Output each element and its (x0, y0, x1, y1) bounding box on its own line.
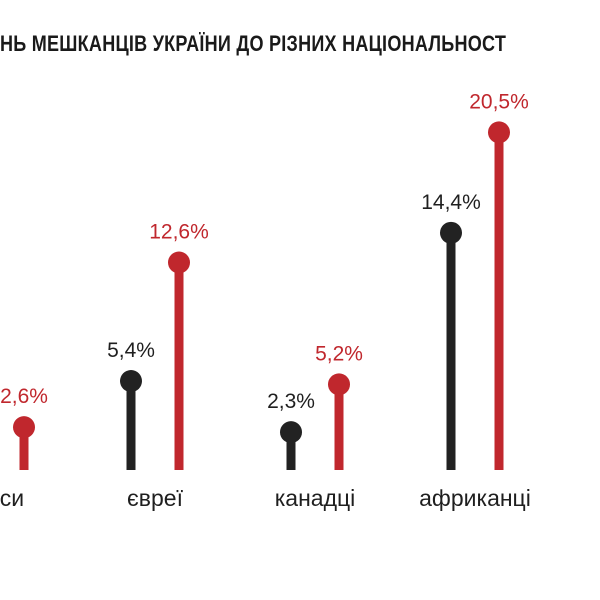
category-label: руси (0, 485, 24, 511)
lollipop-dot (280, 421, 302, 444)
lollipop-stem (286, 432, 296, 470)
data-label: 14,4% (421, 191, 481, 214)
data-label: 2,6% (0, 385, 48, 408)
data-label: 12,6% (149, 220, 209, 243)
lollipop-stem (494, 132, 504, 471)
lollipop-stem (19, 427, 29, 470)
lollipop-stem (126, 381, 136, 470)
category-label: євреї (127, 485, 184, 511)
lollipop-dot (120, 370, 142, 393)
lollipop-dot (488, 121, 510, 144)
data-label: 5,2% (315, 342, 363, 365)
lollipop-dot (440, 221, 462, 244)
lollipop-stem (174, 262, 184, 470)
category-label: канадці (275, 485, 356, 511)
data-label: 5,4% (107, 339, 155, 362)
category-label: африканці (419, 485, 531, 511)
chart-title: НЬ МЕШКАНЦІВ УКРАЇНИ ДО РІЗНИХ НАЦІОНАЛЬ… (0, 31, 507, 56)
lollipop-dot (13, 416, 35, 439)
lollipop-dot (328, 373, 350, 396)
data-label: 2,3% (267, 390, 315, 413)
lollipop-stem (334, 384, 344, 470)
lollipop-dot (168, 251, 190, 274)
lollipop-stem (446, 232, 456, 470)
data-label: 20,5% (469, 90, 529, 113)
